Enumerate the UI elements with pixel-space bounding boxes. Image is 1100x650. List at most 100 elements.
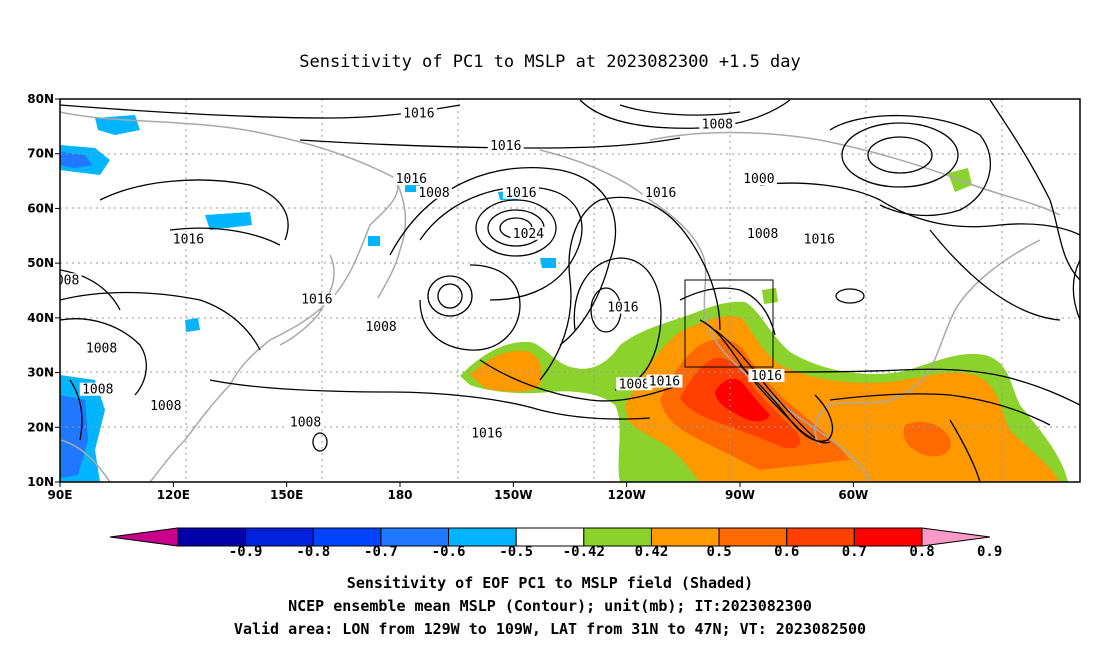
contour-label-bg — [801, 232, 838, 246]
colorbar-label: -0.7 — [364, 544, 398, 560]
colorbar-label: 0.5 — [706, 544, 731, 560]
contour-label-bg — [487, 139, 524, 153]
colorbar-label: 0.6 — [774, 544, 799, 560]
caption-line-3: Valid area: LON from 129W to 109W, LAT f… — [234, 620, 866, 638]
contour-label-bg — [363, 319, 400, 333]
contour-label-bg — [287, 415, 324, 429]
contour — [619, 104, 741, 116]
contour-label: 1016 — [649, 375, 680, 390]
contour-label-bg — [744, 226, 781, 240]
shade-green-patch-2 — [762, 288, 778, 304]
contour — [60, 318, 147, 396]
colorbar-label: -0.42 — [563, 544, 605, 560]
coastline-kamchatka — [377, 177, 407, 299]
contour-label: 1008 — [619, 377, 650, 392]
contour-label-bg — [400, 106, 437, 120]
shade-blue-2 — [60, 152, 92, 168]
contour-label-bg — [79, 382, 116, 396]
lon-tick-label: 120E — [157, 488, 190, 502]
contour-label: 1008 — [747, 227, 778, 242]
contour — [299, 137, 681, 149]
valid-area-rect — [684, 279, 774, 368]
contour — [829, 114, 992, 217]
colorbar-segments — [177, 527, 923, 547]
contour-label: 1016 — [173, 232, 204, 247]
lon-tick-label: 120W — [608, 488, 646, 502]
lon-tick-label: 90W — [725, 488, 755, 502]
contour-label-bg — [60, 273, 82, 287]
contour — [419, 186, 583, 301]
contour — [759, 182, 1080, 236]
contour — [169, 227, 281, 246]
contour — [479, 359, 681, 402]
contour-label-bg — [83, 341, 120, 355]
contour-label-bg — [604, 300, 641, 314]
lat-tick-label: 70N — [27, 147, 54, 161]
contour — [419, 264, 521, 351]
contour-label: 1008 — [418, 186, 449, 201]
contour — [739, 364, 833, 442]
contour-label: 1016 — [505, 186, 536, 201]
colorbar-high-tip — [921, 527, 991, 547]
shade-blue-6 — [205, 212, 252, 230]
contour-label-bg — [468, 426, 505, 440]
contour-label: 1016 — [490, 139, 521, 154]
contour-label-bg — [510, 226, 547, 240]
colorbar: -0.9 -0.8 -0.7 -0.6 -0.5 -0.42 0.42 0.5 0.6 0.7 0.… — [109, 527, 1002, 560]
contour — [69, 379, 83, 441]
coastline-india — [60, 439, 111, 482]
caption-line-1: Sensitivity of EOF PC1 to MSLP field (Sh… — [347, 574, 753, 592]
colorbar-label: -0.8 — [296, 544, 330, 560]
map-frame — [59, 98, 1081, 483]
contour-label: 1016 — [645, 186, 676, 201]
contour-label: 1008 — [290, 416, 321, 431]
contour-label: 008 — [56, 273, 79, 288]
contour-label: 1016 — [751, 369, 782, 384]
contour-label-bg — [699, 117, 736, 131]
coastline-north-america — [539, 149, 871, 482]
valid-area-box — [684, 279, 774, 368]
contour-label-bg — [393, 172, 430, 186]
colorbar-low-tip — [109, 527, 179, 547]
contour — [427, 275, 473, 317]
lat-tick-label: 80N — [27, 92, 54, 106]
contour-label: 1016 — [403, 106, 434, 121]
lon-tick-label: 60W — [838, 488, 868, 502]
colorbar-label: -0.6 — [432, 544, 466, 560]
coastlines — [60, 111, 1061, 482]
coastline-canada — [649, 131, 1061, 216]
contour — [989, 99, 1080, 281]
colorbar-label: -0.5 — [499, 544, 533, 560]
lat-tick-label: 40N — [27, 311, 54, 325]
longitude-ticks: 90E 120E 150E 180 150W 120W 90W 60W — [48, 482, 868, 502]
shade-blue-9 — [185, 318, 200, 332]
contour-label: 1016 — [396, 172, 427, 187]
contour-label-bg — [147, 399, 184, 413]
contour-label: 1008 — [82, 383, 113, 398]
contour-label: 1016 — [471, 426, 502, 441]
contour-label-bg — [740, 172, 777, 186]
contour — [841, 122, 959, 188]
contour-label: 1016 — [301, 292, 332, 307]
contour — [929, 229, 1061, 321]
contour — [475, 199, 557, 257]
colorbar-label: -0.9 — [229, 544, 263, 560]
coastline-asia — [60, 111, 399, 482]
contour — [209, 379, 651, 420]
coastline-east-us — [889, 239, 1041, 401]
contour-label: 1008 — [702, 117, 733, 132]
contour-label: 1000 — [743, 172, 774, 187]
contour-label-bg — [616, 377, 653, 391]
lat-tick-label: 60N — [27, 201, 54, 215]
shade-blue-4 — [60, 395, 88, 478]
contour — [389, 167, 617, 346]
contour-label: 1008 — [365, 320, 396, 335]
lon-tick-label: 180 — [387, 488, 412, 502]
mslp-contours — [60, 99, 1080, 482]
contour — [539, 196, 721, 381]
contour-label-bg — [298, 292, 335, 306]
coastline-japan — [279, 254, 335, 346]
contour-label: 1008 — [150, 399, 181, 414]
